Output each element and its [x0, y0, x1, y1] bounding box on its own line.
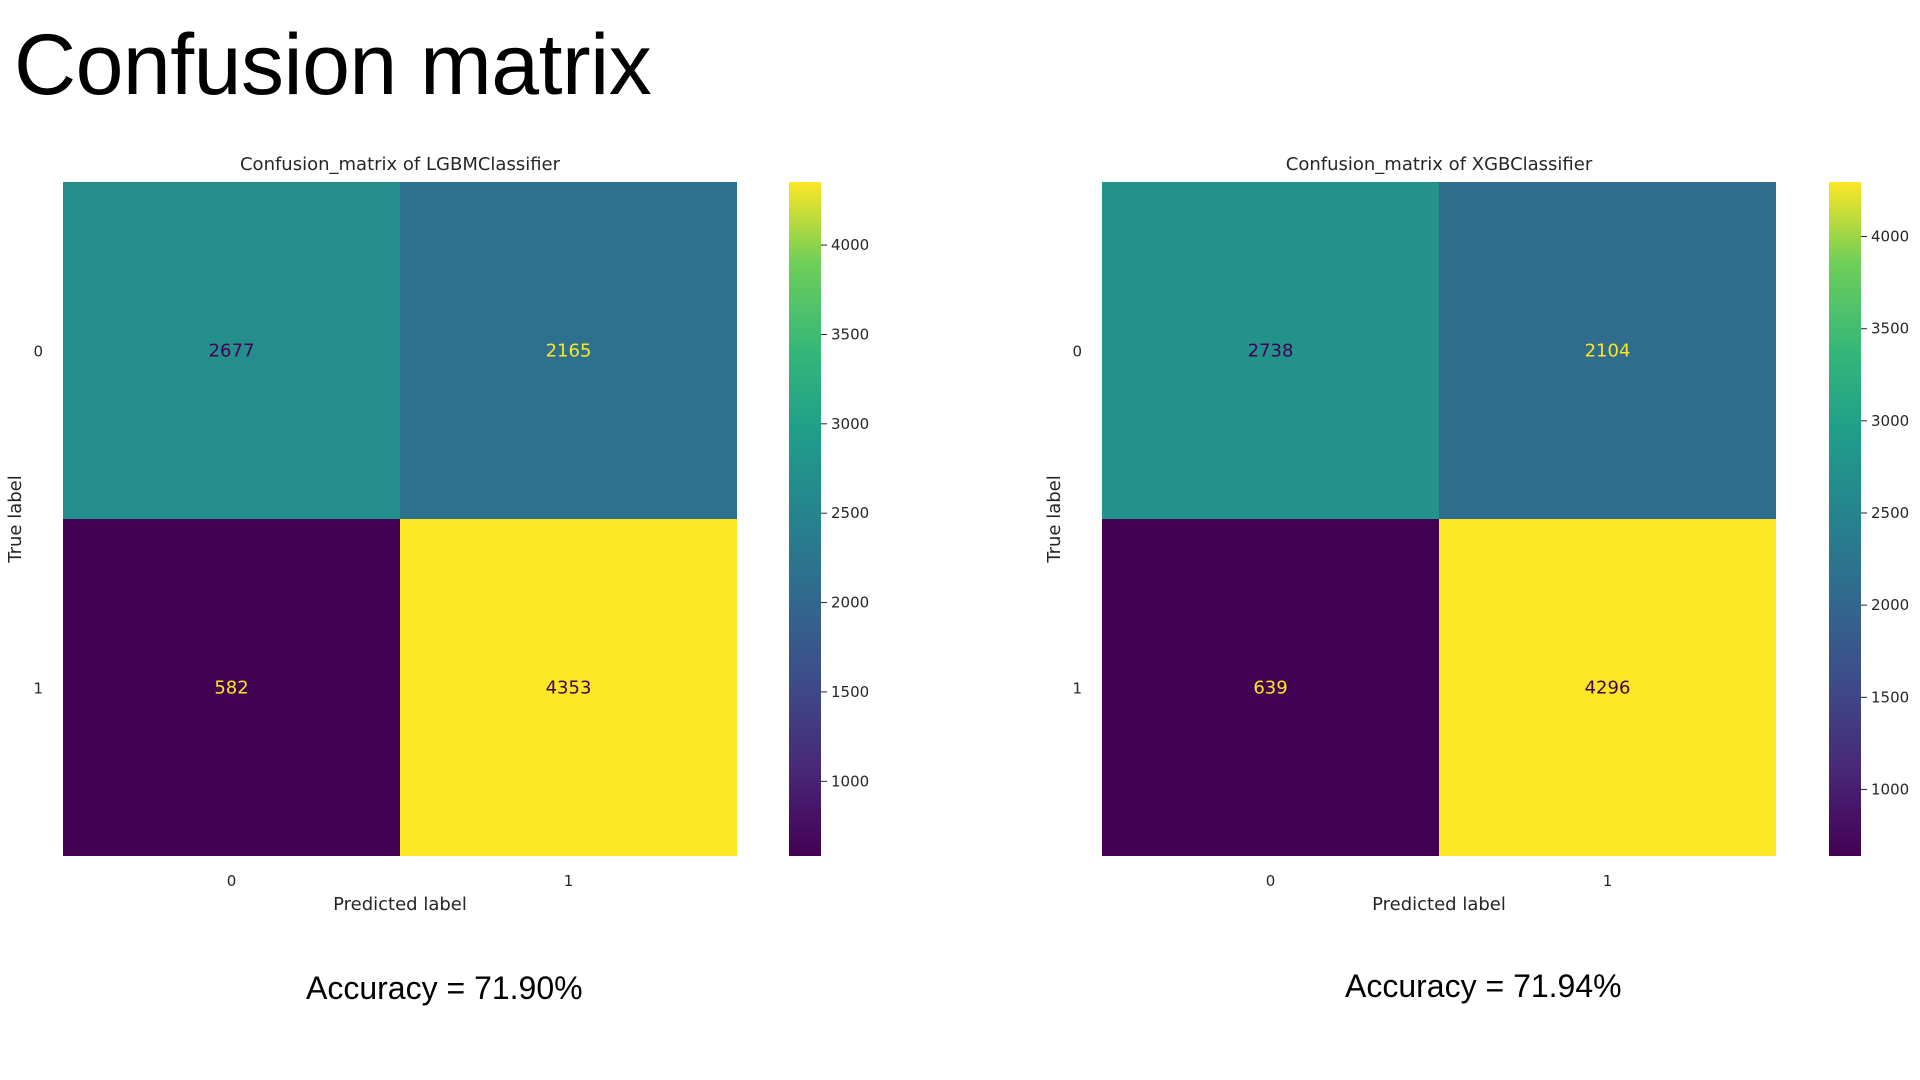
- heatmap-cell-1-0-1: [1439, 182, 1776, 519]
- cell-value-1-1-0: 639: [1253, 678, 1287, 699]
- colorbar-tick-label-1-4: 3000: [1871, 412, 1909, 430]
- cell-value-0-1-1: 4353: [546, 678, 592, 699]
- x-axis-label-0: Predicted label: [333, 894, 467, 915]
- heatmap-cell-0-1-1: [400, 519, 737, 856]
- x-tick-label-1-1: 1: [1603, 872, 1613, 890]
- cell-value-0-0-1: 2165: [546, 341, 592, 362]
- chart-title-0: Confusion_matrix of LGBMClassifier: [240, 154, 561, 175]
- cell-value-1-0-1: 2104: [1585, 341, 1631, 362]
- colorbar-tick-label-1-2: 2000: [1871, 596, 1909, 614]
- heatmap-cell-1-1-1: [1439, 519, 1776, 856]
- cell-value-1-0-0: 2738: [1248, 341, 1294, 362]
- heatmap-cell-0-0-1: [400, 182, 737, 519]
- heatmap-cell-1-0-0: [1102, 182, 1439, 519]
- heatmap-cell-1-1-0: [1102, 519, 1439, 856]
- x-tick-label-0-1: 1: [564, 872, 574, 890]
- cell-value-0-0-0: 2677: [209, 341, 255, 362]
- slide-title: Confusion matrix: [14, 17, 652, 113]
- x-tick-label-0-0: 0: [227, 872, 237, 890]
- colorbar-tick-label-1-3: 2500: [1871, 504, 1909, 522]
- cell-value-1-1-1: 4296: [1585, 678, 1631, 699]
- heatmap-cell-0-1-0: [63, 519, 400, 856]
- colorbar-tick-label-0-2: 2000: [831, 594, 869, 612]
- y-tick-label-1-0: 0: [1072, 343, 1082, 361]
- colorbar-tick-label-0-3: 2500: [831, 504, 869, 522]
- colorbar-tick-label-1-6: 4000: [1871, 228, 1909, 246]
- accuracy-lgbm: Accuracy = 71.90%: [306, 970, 583, 1006]
- heatmap-cell-0-0-0: [63, 182, 400, 519]
- colorbar-tick-label-1-1: 1500: [1871, 688, 1909, 706]
- colorbar-0: [789, 182, 821, 856]
- y-tick-label-0-1: 1: [33, 680, 43, 698]
- colorbar-tick-label-0-4: 3000: [831, 415, 869, 433]
- colorbar-tick-label-1-5: 3500: [1871, 320, 1909, 338]
- y-axis-label-1: True label: [1044, 475, 1065, 564]
- colorbar-tick-label-0-6: 4000: [831, 236, 869, 254]
- colorbar-tick-label-1-0: 1000: [1871, 780, 1909, 798]
- y-tick-label-0-0: 0: [33, 343, 43, 361]
- accuracy-xgb: Accuracy = 71.94%: [1345, 968, 1622, 1004]
- colorbar-tick-label-0-0: 1000: [831, 772, 869, 790]
- y-axis-label-0: True label: [5, 475, 26, 564]
- cell-value-0-1-0: 582: [214, 678, 248, 699]
- x-axis-label-1: Predicted label: [1372, 894, 1506, 915]
- y-tick-label-1-1: 1: [1072, 680, 1082, 698]
- colorbar-tick-label-0-1: 1500: [831, 683, 869, 701]
- x-tick-label-1-0: 0: [1266, 872, 1276, 890]
- colorbar-tick-label-0-5: 3500: [831, 325, 869, 343]
- colorbar-1: [1829, 182, 1861, 856]
- chart-title-1: Confusion_matrix of XGBClassifier: [1286, 154, 1593, 175]
